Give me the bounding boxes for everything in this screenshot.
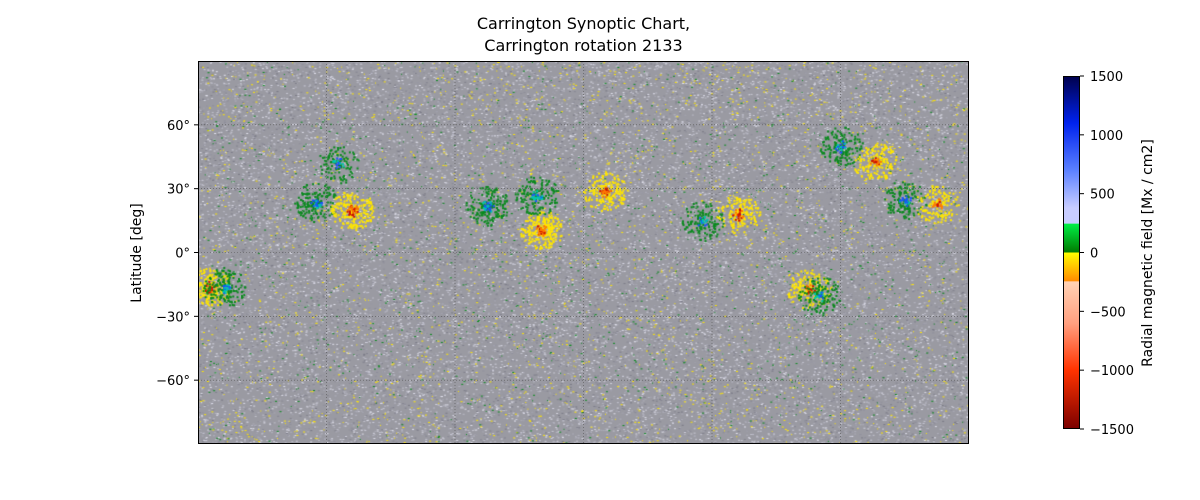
colorbar-tick-label: 1000: [1090, 129, 1123, 144]
colorbar-tick-label: 0: [1090, 247, 1098, 262]
colorbar-tick-label: −500: [1090, 305, 1126, 320]
colorbar: [1063, 76, 1080, 429]
y-tick-label: 30°: [167, 183, 190, 198]
y-tick-label: −60°: [156, 374, 190, 389]
y-axis-label: Latitude [deg]: [129, 203, 145, 302]
chart-title-line-2: Carrington rotation 2133: [484, 36, 683, 55]
y-tick-label: 60°: [167, 119, 190, 134]
colorbar-axis: 1500 1000 500 0 −500 −1000 −1500: [1080, 70, 1134, 438]
colorbar-tick-label: 1500: [1090, 70, 1123, 85]
colorbar-tick-label: −1000: [1090, 364, 1134, 379]
y-tick-label: 0°: [175, 247, 190, 262]
y-tick-label: −30°: [156, 310, 190, 325]
chart-title-line-1: Carrington Synoptic Chart,: [476, 14, 691, 33]
y-axis: 60° 30° 0° −30° −60°: [156, 119, 198, 389]
plot-grid: [198, 61, 969, 444]
colorbar-frame: [1063, 76, 1080, 429]
plot-frame: [198, 61, 969, 444]
colorbar-label: Radial magnetic field [Mx / cm2]: [1140, 139, 1156, 367]
colorbar-tick-label: 500: [1090, 188, 1115, 203]
colorbar-tick-label: −1500: [1090, 423, 1134, 438]
